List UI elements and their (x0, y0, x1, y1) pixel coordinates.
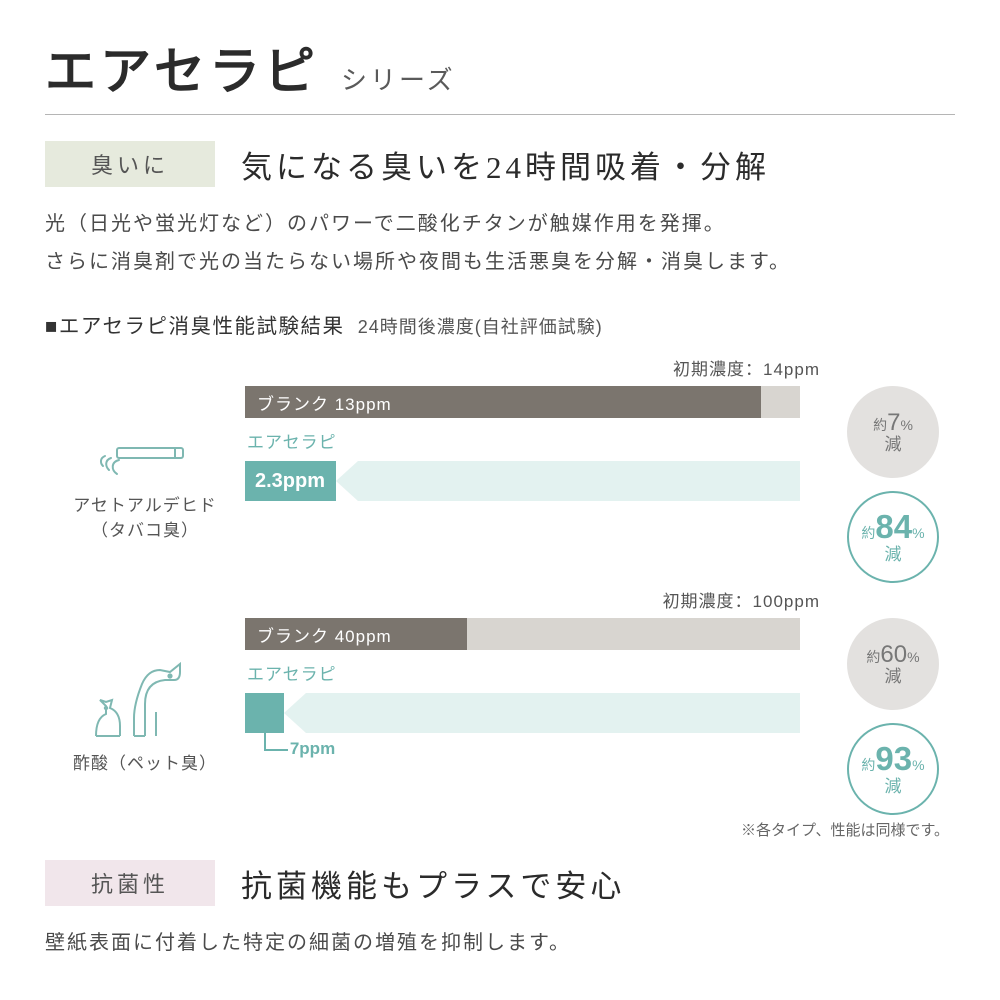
value-callout: 7ppm (290, 739, 335, 759)
chart-footnote: ※各タイプ、性能は同様です。 (45, 819, 955, 840)
series-label: シリーズ (341, 60, 456, 97)
section1-body: 光（日光や蛍光灯など）のパワーで二酸化チタンが触媒作用を発揮。さらに消臭剤で光の… (45, 205, 955, 281)
chart-title-sub: 24時間後濃度(自社評価試験) (358, 317, 603, 337)
chart-title-prefix: ■エアセラピ消臭性能試験結果 (45, 315, 344, 338)
test-label: アセトアルデヒド（タバコ臭） (73, 494, 217, 543)
section1-head: 臭いに 気になる臭いを24時間吸着・分解 (45, 141, 955, 187)
product-bar-fill: 2.3ppm (245, 461, 336, 501)
tag-antibacterial: 抗菌性 (45, 860, 215, 906)
blank-bar: ブランク 13ppm (245, 386, 800, 418)
tag-odor: 臭いに (45, 141, 215, 187)
section1-headline: 気になる臭いを24時間吸着・分解 (241, 142, 770, 187)
title-row: エアセラピ シリーズ (45, 30, 955, 104)
bars-col: ブランク 40ppm エアセラピ 7ppm (245, 618, 835, 815)
cigarette-icon (99, 426, 191, 488)
brand-label: エアセラピ (245, 426, 835, 453)
main-title: エアセラピ (45, 30, 319, 104)
product-bar-fill (245, 693, 284, 733)
initial-concentration: 初期濃度：100ppm (45, 587, 955, 612)
reduction-badge: 約 7 % 減 (847, 386, 939, 478)
reduction-badge: 約 93 % 減 (847, 723, 939, 815)
section2-headline: 抗菌機能もプラスで安心 (241, 861, 625, 906)
section2-body: 壁紙表面に付着した特定の細菌の増殖を抑制します。 (45, 924, 955, 962)
chart-block-acetaldehyde: 初期濃度：14ppm アセトアルデヒド（タバコ臭） ブランク 13ppm エアセ… (45, 355, 955, 583)
divider (45, 114, 955, 115)
badge-col: 約 60 % 減 約 93 % 減 (835, 618, 955, 815)
blank-bar-fill: ブランク 13ppm (245, 386, 761, 418)
bars-col: ブランク 13ppm エアセラピ 2.3ppm (245, 386, 835, 583)
section2-head: 抗菌性 抗菌機能もプラスで安心 (45, 860, 955, 906)
blank-bar-fill: ブランク 40ppm (245, 618, 467, 650)
pet-icon (90, 656, 200, 746)
blank-bar: ブランク 40ppm (245, 618, 800, 650)
brand-label: エアセラピ (245, 658, 835, 685)
icon-col: アセトアルデヒド（タバコ臭） (45, 386, 245, 583)
callout-line (264, 733, 266, 749)
reduction-badge: 約 60 % 減 (847, 618, 939, 710)
initial-concentration: 初期濃度：14ppm (45, 355, 955, 380)
badge-col: 約 7 % 減 約 84 % 減 (835, 386, 955, 583)
callout-line (264, 749, 287, 751)
product-bar: 2.3ppm (245, 461, 800, 501)
reduction-badge: 約 84 % 減 (847, 491, 939, 583)
chart-block-acetic: 初期濃度：100ppm 酢酸（ペット臭） ブランク 40ppm エアセラピ (45, 587, 955, 815)
icon-col: 酢酸（ペット臭） (45, 618, 245, 815)
chart-title: ■エアセラピ消臭性能試験結果 24時間後濃度(自社評価試験) (45, 309, 955, 339)
product-bar: 7ppm (245, 693, 800, 733)
test-label: 酢酸（ペット臭） (73, 752, 217, 777)
